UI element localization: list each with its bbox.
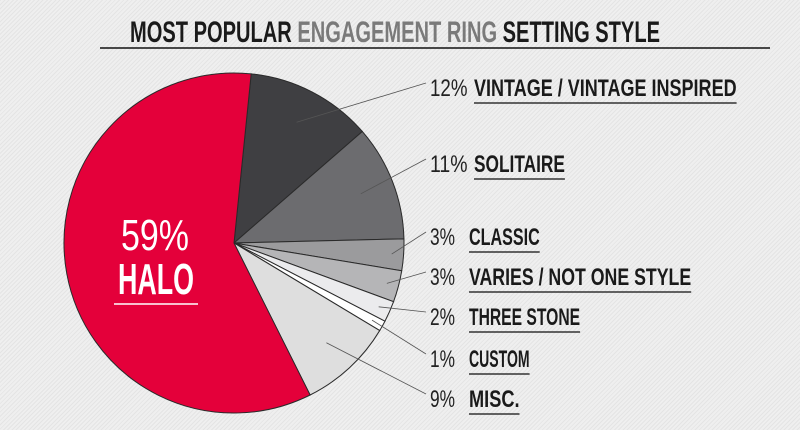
- value-label-three-stone: 2%: [430, 304, 455, 331]
- value-label-custom: 1%: [430, 346, 455, 373]
- category-label-solitaire: SOLITAIRE: [474, 151, 565, 178]
- title-part: ENGAGEMENT RING: [297, 16, 497, 49]
- category-label-halo: HALO: [118, 255, 194, 304]
- slice-misc: [232, 241, 381, 396]
- leader-line-varies-not-one-style: [386, 271, 427, 284]
- leader-line-misc: [326, 342, 427, 395]
- category-label-vintage-vintage-inspired: VINTAGE / VINTAGE INSPIRED: [474, 75, 737, 102]
- value-label-vintage-vintage-inspired: 12%: [430, 75, 468, 102]
- title-part: SETTING STYLE: [497, 16, 660, 49]
- category-label-misc: MISC.: [469, 386, 520, 413]
- value-label-varies-not-one-style: 3%: [430, 264, 455, 291]
- value-label-halo: 59%: [121, 211, 189, 260]
- leader-line-solitaire: [360, 158, 427, 195]
- leader-line-custom: [371, 319, 427, 355]
- chart-title: MOST POPULAR ENGAGEMENT RING SETTING STY…: [130, 16, 660, 49]
- slice-solitaire: [232, 130, 405, 244]
- title-part: MOST POPULAR: [130, 16, 297, 49]
- value-label-misc: 9%: [430, 386, 455, 413]
- slice-halo: [63, 72, 311, 414]
- value-label-solitaire: 11%: [430, 151, 468, 178]
- category-label-classic: CLASSIC: [469, 224, 540, 251]
- leader-line-classic: [391, 231, 427, 255]
- category-label-varies-not-one-style: VARIES / NOT ONE STYLE: [469, 264, 691, 291]
- category-label-three-stone: THREE STONE: [469, 304, 580, 331]
- category-label-custom: CUSTOM: [469, 346, 530, 373]
- slice-labels: 12% VINTAGE / VINTAGE INSPIRED 11% SOLITAIR…: [114, 75, 737, 415]
- leader-line-three-stone: [378, 306, 427, 313]
- value-label-classic: 3%: [430, 224, 455, 251]
- leader-line-vintage-vintage-inspired: [296, 82, 427, 123]
- slice-vintage-vintage-inspired: [233, 73, 364, 245]
- pie-slices: [63, 72, 405, 414]
